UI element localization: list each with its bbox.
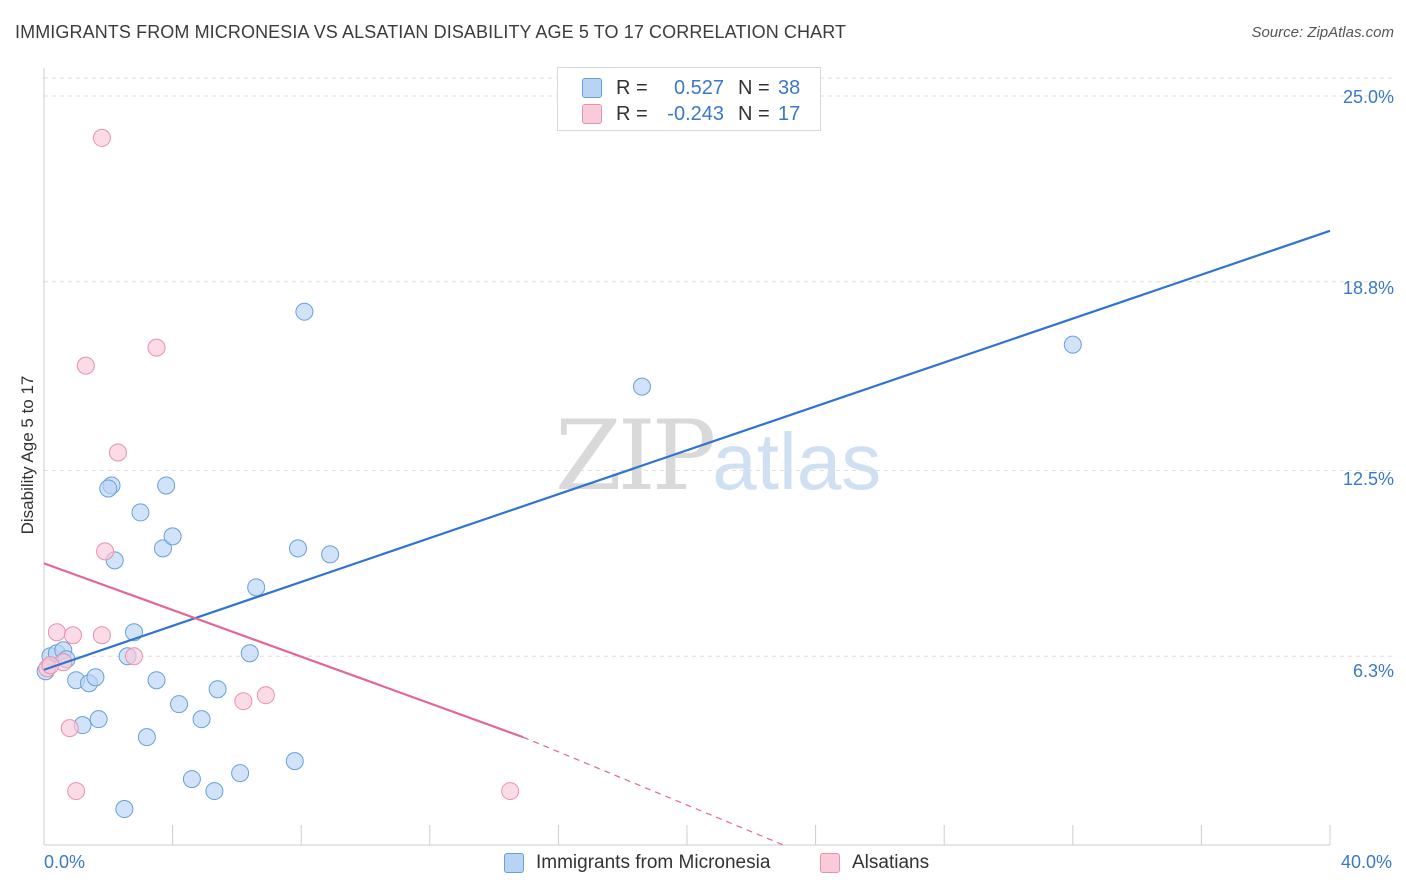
legend-r-value: -0.243 [667,102,724,125]
point-micronesia [163,527,182,546]
point-micronesia [115,800,134,819]
point-alsatians [234,692,253,711]
legend-n-value: 38 [778,76,801,99]
point-micronesia [137,728,156,747]
point-micronesia [240,644,259,663]
legend-swatch-micronesia [582,78,602,98]
point-alsatians [96,542,115,561]
point-micronesia [321,545,340,564]
point-micronesia [153,539,172,558]
trend-line-alsatians-extension [522,736,784,846]
point-alsatians [67,782,86,801]
legend-r-label: R = [616,76,648,99]
bottom-legend-label-alsatians: Alsatians [852,852,930,873]
point-micronesia [86,668,105,687]
legend-r-value: 0.527 [673,76,724,99]
source-label: Source: ZipAtlas.com [1251,24,1394,41]
point-micronesia [208,680,227,699]
trend-line-alsatians [43,562,524,739]
legend-n-label: N = [738,102,770,125]
x-tick-label-min: 0.0% [44,852,86,872]
point-micronesia [89,710,108,729]
point-alsatians [501,782,520,801]
legend-n-value: 17 [778,102,801,125]
point-micronesia [170,695,189,714]
point-micronesia [157,476,176,495]
point-micronesia [285,752,304,771]
point-micronesia [131,503,150,522]
bottom-legend-micronesia: Immigrants from Micronesia [504,852,770,874]
point-alsatians [92,626,111,645]
point-alsatians [92,128,111,147]
point-alsatians [47,623,66,642]
x-tick-label-max: 40.0% [1340,852,1392,872]
y-tick-label: 12.5% [1342,469,1394,489]
point-micronesia [147,671,166,690]
point-alsatians [63,626,82,645]
point-micronesia [288,539,307,558]
bottom-legend-swatch-alsatians [820,853,840,873]
point-micronesia [99,479,118,498]
point-micronesia [182,770,201,789]
point-micronesia [1063,335,1082,354]
point-alsatians [60,719,79,738]
legend-n-label: N = [738,76,770,99]
point-alsatians [108,443,127,462]
point-alsatians [256,686,275,705]
bottom-legend-label-micronesia: Immigrants from Micronesia [536,852,771,873]
chart-title: IMMIGRANTS FROM MICRONESIA VS ALSATIAN D… [15,22,847,42]
stats-legend: R = 0.527 N = 38 R = -0.243 N = 17 [557,67,821,131]
legend-row-micronesia: R = 0.527 N = 38 [582,76,800,100]
point-micronesia [231,764,250,783]
y-tick-label: 6.3% [1352,661,1394,681]
point-micronesia [192,710,211,729]
point-micronesia [205,782,224,801]
y-tick-label: 25.0% [1342,87,1394,107]
point-alsatians [125,647,144,666]
legend-r-label: R = [616,102,648,125]
bottom-legend-alsatians: Alsatians [820,852,929,874]
trend-line-micronesia [43,229,1331,671]
legend-row-alsatians: R = -0.243 N = 17 [582,102,800,126]
point-alsatians [76,356,95,375]
point-alsatians [147,338,166,357]
watermark-zip: ZIP [555,400,716,512]
point-micronesia [632,377,651,396]
legend-swatch-alsatians [582,104,602,124]
point-micronesia [247,578,266,597]
bottom-legend-swatch-micronesia [504,853,524,873]
y-tick-label: 18.8% [1342,278,1394,298]
point-micronesia [295,302,314,321]
